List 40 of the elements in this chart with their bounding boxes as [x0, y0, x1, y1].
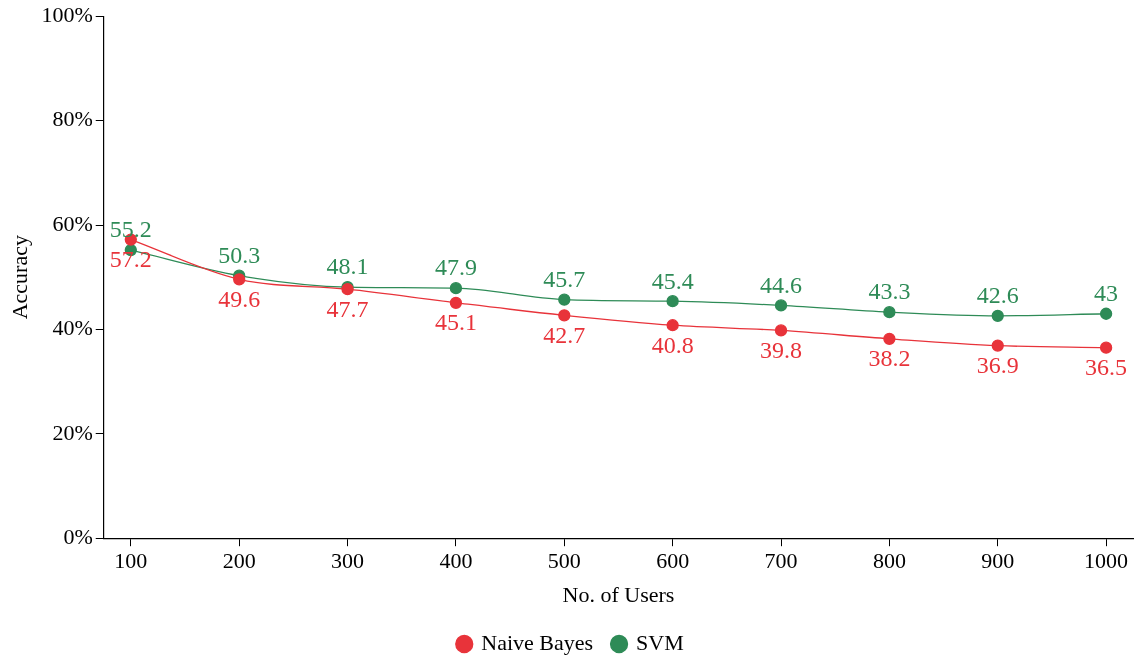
data-label: 42.7 [543, 321, 586, 348]
x-tick-label: 600 [656, 548, 690, 574]
data-label: 43.3 [868, 278, 911, 305]
data-label: 45.7 [543, 265, 586, 292]
x-tick-label: 500 [547, 548, 581, 574]
data-label: 40.8 [651, 331, 694, 358]
data-label: 36.9 [976, 351, 1019, 378]
x-tick-label: 200 [222, 548, 256, 574]
x-axis-title: No. of Users [562, 581, 675, 607]
data-label: 50.3 [218, 241, 261, 268]
data-label: 42.6 [976, 282, 1019, 309]
x-tick-label: 400 [439, 548, 473, 574]
data-label: 47.9 [434, 254, 477, 281]
y-tick-label: 60% [52, 210, 93, 236]
data-label: 43 [1094, 280, 1119, 307]
data-label: 45.4 [651, 267, 694, 294]
y-tick-label: 40% [52, 315, 93, 341]
data-label: 57.2 [109, 245, 152, 272]
data-label: 39.8 [760, 336, 803, 363]
legend-label: SVM [636, 629, 684, 655]
data-label: 36.5 [1085, 353, 1128, 380]
x-tick-label: 700 [764, 548, 798, 574]
x-tick-label: 300 [331, 548, 365, 574]
data-label: 48.1 [326, 253, 369, 280]
data-label: 47.7 [326, 295, 369, 322]
data-label: 38.2 [868, 345, 911, 372]
y-tick-label: 100% [41, 1, 93, 27]
y-tick-label: 0% [63, 523, 93, 549]
data-label: 49.6 [218, 285, 261, 312]
data-label: 45.1 [434, 309, 477, 336]
x-tick-label: 900 [981, 548, 1015, 574]
data-label: 55.2 [109, 216, 152, 243]
x-tick-label: 800 [872, 548, 906, 574]
y-axis-title: Accuracy [6, 235, 32, 320]
x-tick-label: 100 [114, 548, 148, 574]
legend-label: Naive Bayes [481, 629, 594, 655]
y-tick-label: 20% [52, 419, 93, 445]
data-label: 44.6 [760, 271, 803, 298]
x-tick-label: 1000 [1084, 548, 1129, 574]
y-tick-label: 80% [52, 106, 93, 132]
